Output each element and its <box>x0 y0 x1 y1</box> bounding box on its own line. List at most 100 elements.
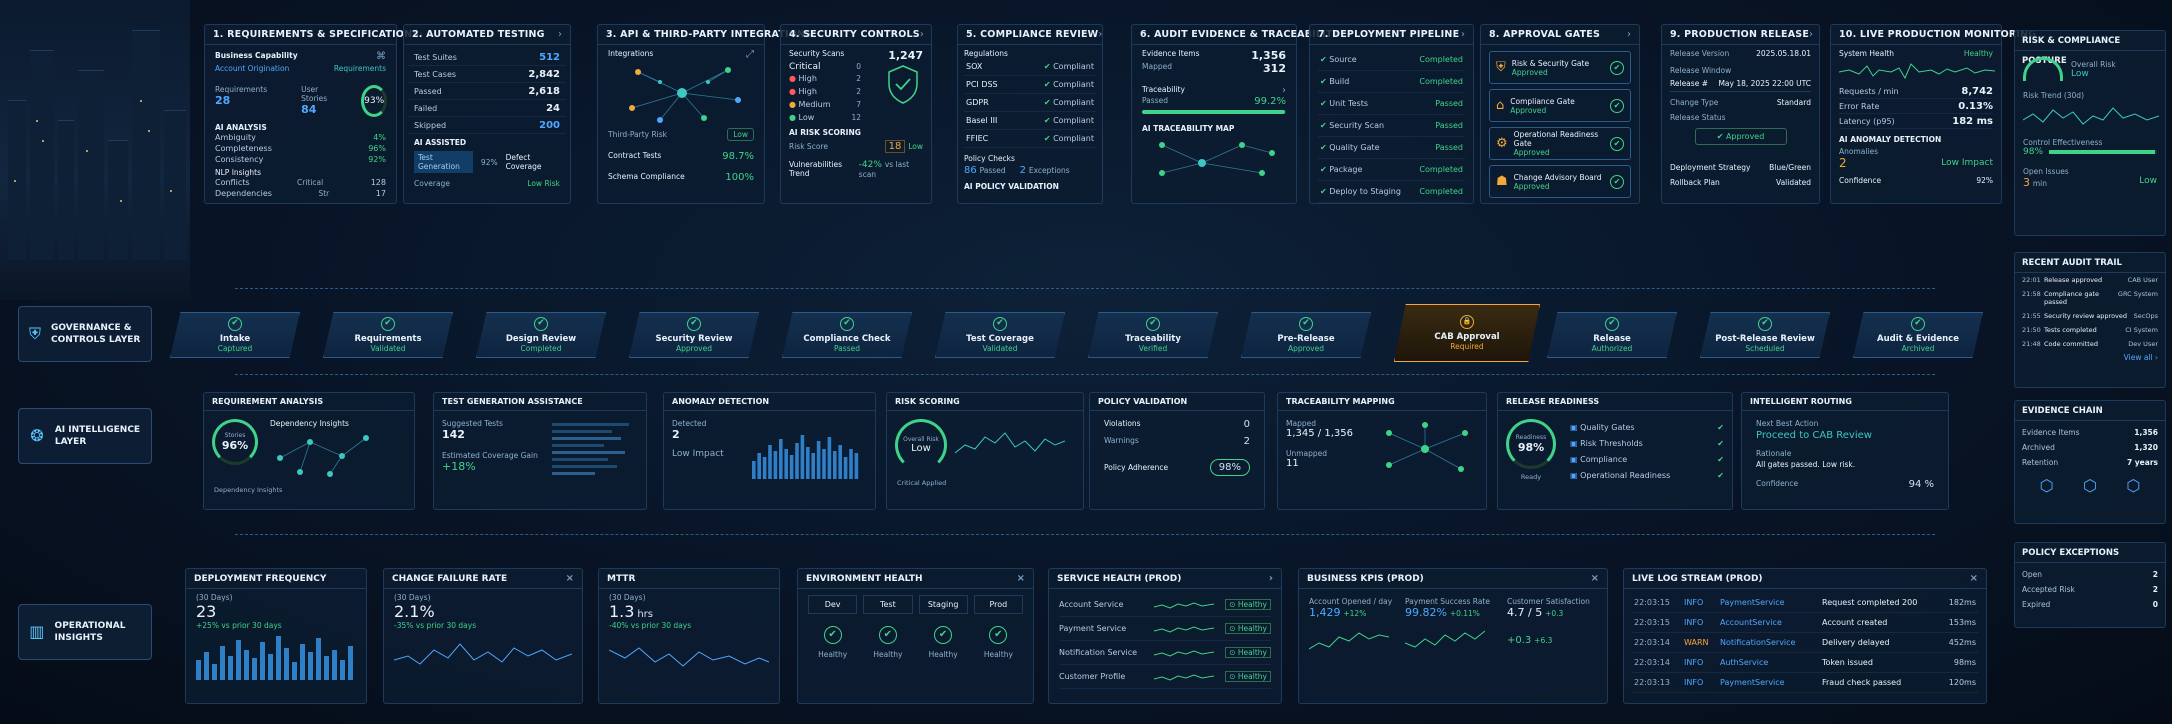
op-business-kpis[interactable]: BUSINESS KPIS (PROD) × Account Opened / d… <box>1298 568 1608 704</box>
log-row[interactable]: 22:03:15 INFO PaymentService Request comple… <box>1632 593 1978 613</box>
ai-release-readiness[interactable]: RELEASE READINESS Readiness 98% Ready ▣ Q… <box>1497 392 1733 510</box>
op-deploy-frequency[interactable]: DEPLOYMENT FREQUENCY (30 Days) 23 +25% v… <box>185 568 367 704</box>
chevron-right-icon[interactable]: › <box>1282 85 1286 96</box>
approval-gate[interactable]: ⚙ Operational Readiness Gate Approved ✔ <box>1489 127 1631 160</box>
op-service-health[interactable]: SERVICE HEALTH (PROD) › Account Service ⊙ … <box>1048 568 1282 704</box>
op-delta: -35% vs prior 30 days <box>394 621 477 630</box>
approval-gate[interactable]: ☗ Change Advisory Board Approved ✔ <box>1489 165 1631 198</box>
reg-status: ✔ Compliant <box>1044 80 1094 89</box>
chevron-right-icon[interactable]: › <box>1268 573 1273 584</box>
audit-row[interactable]: 22:01 Release approved CAB User <box>2015 273 2165 287</box>
card-requirements[interactable]: 1. REQUIREMENTS & SPECIFICATIONS› Busine… <box>204 24 423 204</box>
gate-text: Change Advisory Board Approved <box>1514 173 1604 191</box>
card-pipeline[interactable]: 7. DEPLOYMENT PIPELINE › ✔ Source Complete… <box>1309 24 1474 204</box>
ai-requirement-analysis[interactable]: REQUIREMENT ANALYSIS Stories 96% Dependen… <box>203 392 415 510</box>
card-security[interactable]: 4. SECURITY CONTROLS › Security Scans 1,24… <box>780 24 932 204</box>
policy-exceptions-panel[interactable]: POLICY EXCEPTIONS Open 2 Accepted Risk 2 Exp… <box>2014 542 2166 628</box>
chevron-right-icon[interactable]: › <box>1461 29 1465 40</box>
card-audit-evidence[interactable]: 6. AUDIT EVIDENCE & TRACEABILITY Evidenc… <box>1131 24 1339 204</box>
chevron-right-icon[interactable]: › <box>1809 29 1814 40</box>
stage-cab-approval[interactable]: 🔒 CAB Approval Required <box>1394 304 1540 362</box>
env-column[interactable]: Test ✔ Healthy <box>863 595 913 659</box>
log-service: AccountService <box>1720 618 1782 627</box>
audit-trail-panel[interactable]: RECENT AUDIT TRAIL 22:01 Release approved… <box>2014 252 2166 388</box>
audit-row[interactable]: 21:48 Code committed Dev User <box>2015 337 2165 351</box>
chevron-right-icon[interactable]: › <box>558 29 562 40</box>
expand-icon[interactable]: ⤢ <box>746 49 754 60</box>
step-label: ✔ Quality Gate <box>1320 143 1380 152</box>
stage-security-review[interactable]: ✔ Security Review Approved <box>629 312 759 358</box>
card-production-release[interactable]: 9. PRODUCTION RELEASE › Release Version 20… <box>1661 24 1820 204</box>
check-circle-icon: ✔ <box>687 317 701 331</box>
approval-gate[interactable]: ⛨ Risk & Security Gate Approved ✔ <box>1489 51 1631 84</box>
imp-label: Low Impact <box>672 449 724 459</box>
vio-label: Violations <box>1104 419 1141 428</box>
card-title: ANOMALY DETECTION <box>664 393 875 411</box>
chevron-right-icon[interactable]: › <box>1098 29 1103 40</box>
env-column[interactable]: Staging ✔ Healthy <box>918 595 968 659</box>
chain-row: Evidence Items 1,356 <box>2015 425 2165 440</box>
exception-row[interactable]: Expired 0 <box>2015 597 2165 612</box>
log-row[interactable]: 22:03:14 WARN NotificationService Delivery … <box>1632 633 1978 653</box>
close-icon[interactable]: × <box>1969 573 1978 584</box>
audit-actor: SecOps <box>2133 312 2158 320</box>
card-integrations[interactable]: 3. API & THIRD-PARTY INTEGRATIONS› Integ… <box>597 24 816 204</box>
approval-gate[interactable]: ⌂ Compliance Gate Approved ✔ <box>1489 89 1631 122</box>
overall-label: Overall Risk <box>2071 59 2116 69</box>
chevron-right-icon[interactable]: › <box>1627 29 1631 40</box>
stage-post-release-review[interactable]: ✔ Post-Release Review Scheduled <box>1700 312 1830 358</box>
env-column[interactable]: Prod ✔ Healthy <box>973 595 1023 659</box>
service-row[interactable]: Account Service ⊙ Healthy <box>1059 593 1271 617</box>
card-compliance[interactable]: 5. COMPLIANCE REVIEW › Regulations SOX ✔ C… <box>957 24 1103 204</box>
op-change-failure[interactable]: CHANGE FAILURE RATE × (30 Days) 2.1% -35%… <box>383 568 583 704</box>
audit-row[interactable]: 21:58 Compliance gate passed GRC System <box>2015 287 2165 309</box>
service-row[interactable]: Notification Service ⊙ Healthy <box>1059 641 1271 665</box>
service-row[interactable]: Customer Profile ⊙ Healthy <box>1059 665 1271 689</box>
ai-anomaly-detection[interactable]: ANOMALY DETECTION Detected 2 Low Impact <box>663 392 876 510</box>
risk-posture-panel[interactable]: RISK & COMPLIANCE POSTURE Overall Risk Lo… <box>2014 30 2166 236</box>
audit-row[interactable]: 21:50 Tests completed CI System <box>2015 323 2165 337</box>
card-testing[interactable]: 2. AUTOMATED TESTING › Test Suites 512 Test… <box>403 24 571 204</box>
stage-traceability[interactable]: ✔ Traceability Verified <box>1088 312 1218 358</box>
ai-intelligent-routing[interactable]: INTELLIGENT ROUTING Next Best Action Pro… <box>1741 392 1949 510</box>
stage-design-review[interactable]: ✔ Design Review Completed <box>476 312 606 358</box>
deploy-bar <box>332 650 337 680</box>
ds-value: Blue/Green <box>1769 163 1811 172</box>
close-icon[interactable]: × <box>565 573 574 584</box>
stage-release[interactable]: ✔ Release Authorized <box>1547 312 1677 358</box>
reg-status: ✔ Compliant <box>1044 62 1094 71</box>
view-all-link[interactable]: View all › <box>2123 353 2158 362</box>
op-mttr[interactable]: MTTR (30 Days) 1.3 hrs -40% vs prior 30 … <box>598 568 780 704</box>
ai-traceability-mapping[interactable]: TRACEABILITY MAPPING Mapped 1,345 / 1,35… <box>1277 392 1487 510</box>
op-live-logs[interactable]: LIVE LOG STREAM (PROD) × 22:03:15 INFO Paym… <box>1623 568 1987 704</box>
step-label: ✔ Source <box>1320 55 1357 64</box>
card-approval-gates[interactable]: 8. APPROVAL GATES › ⛨ Risk & Security Gate… <box>1480 24 1640 204</box>
log-message: Token issued <box>1822 658 1873 667</box>
chevron-right-icon[interactable]: › <box>919 29 924 40</box>
close-icon[interactable]: × <box>1016 573 1025 584</box>
ai-test-generation[interactable]: TEST GENERATION ASSISTANCE Suggested Tes… <box>433 392 647 510</box>
op-environment-health[interactable]: ENVIRONMENT HEALTH × Dev ✔ Healthy Test ✔ Heal… <box>797 568 1034 704</box>
log-row[interactable]: 22:03:14 INFO AuthService Token issued 98ms <box>1632 653 1978 673</box>
log-row[interactable]: 22:03:13 INFO PaymentService Fraud check pa… <box>1632 673 1978 693</box>
stage-pre-release[interactable]: ✔ Pre-Release Approved <box>1241 312 1371 358</box>
schema-value: 100% <box>725 172 754 183</box>
stage-intake[interactable]: ✔ Intake Captured <box>170 312 300 358</box>
stage-audit-evidence[interactable]: ✔ Audit & Evidence Archived <box>1853 312 1983 358</box>
service-row[interactable]: Payment Service ⊙ Healthy <box>1059 617 1271 641</box>
ai-policy-validation[interactable]: POLICY VALIDATION Violations 0 Warnings 2 … <box>1089 392 1265 510</box>
stage-compliance-check[interactable]: ✔ Compliance Check Passed <box>782 312 912 358</box>
open-value: 3 <box>2023 176 2030 189</box>
card-live-monitoring[interactable]: 10. LIVE PRODUCTION MONITORING System He… <box>1830 24 2036 204</box>
log-row[interactable]: 22:03:15 INFO AccountService Account create… <box>1632 613 1978 633</box>
env-column[interactable]: Dev ✔ Healthy <box>808 595 858 659</box>
audit-actor: GRC System <box>2117 290 2158 298</box>
stage-requirements[interactable]: ✔ Requirements Validated <box>323 312 453 358</box>
stage-test-coverage[interactable]: ✔ Test Coverage Validated <box>935 312 1065 358</box>
evidence-chain-panel[interactable]: EVIDENCE CHAIN Evidence Items 1,356 Archiv… <box>2014 400 2166 524</box>
close-icon[interactable]: × <box>1590 573 1599 584</box>
exception-row[interactable]: Open 2 <box>2015 567 2165 582</box>
audit-row[interactable]: 21:55 Security review approved SecOps <box>2015 309 2165 323</box>
ai-risk-scoring[interactable]: RISK SCORING Overall Risk Low Critical Ap… <box>886 392 1084 510</box>
exception-row[interactable]: Accepted Risk 2 <box>2015 582 2165 597</box>
